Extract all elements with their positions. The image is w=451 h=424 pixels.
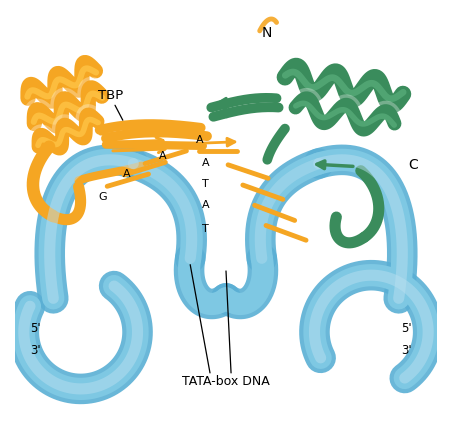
- Text: TATA-box DNA: TATA-box DNA: [182, 375, 269, 388]
- Text: 5': 5': [400, 322, 411, 335]
- Text: A: A: [159, 151, 166, 161]
- Text: A: A: [123, 169, 130, 179]
- Text: A: A: [202, 158, 209, 168]
- Text: G: G: [98, 192, 107, 202]
- Text: N: N: [262, 26, 272, 40]
- Text: TBP: TBP: [97, 89, 123, 120]
- Text: C: C: [408, 158, 417, 172]
- Text: 3': 3': [400, 344, 411, 357]
- Text: A: A: [196, 134, 203, 145]
- Text: A: A: [202, 200, 209, 210]
- Text: T: T: [202, 179, 209, 189]
- Text: T: T: [202, 224, 209, 234]
- Text: 3': 3': [30, 344, 41, 357]
- Text: 5': 5': [30, 322, 41, 335]
